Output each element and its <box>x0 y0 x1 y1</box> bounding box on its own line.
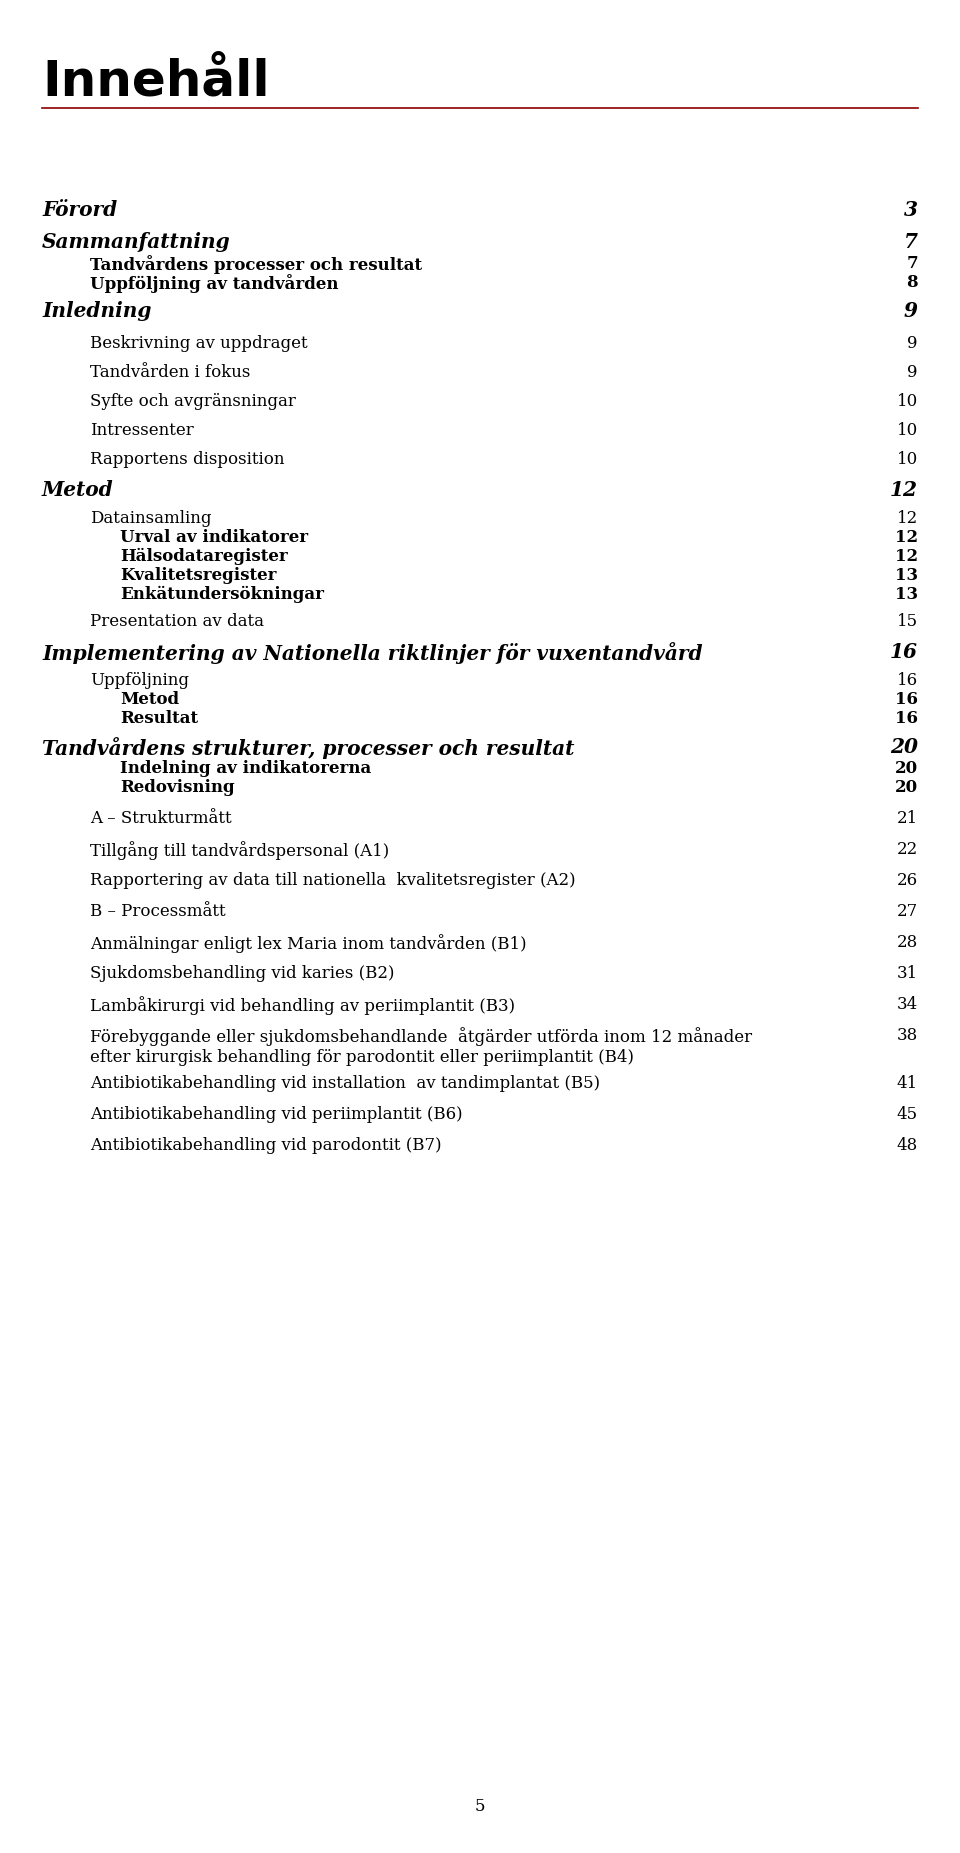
Text: 9: 9 <box>907 335 918 352</box>
Text: 12: 12 <box>890 480 918 500</box>
Text: 20: 20 <box>895 760 918 776</box>
Text: 20: 20 <box>890 737 918 758</box>
Text: Redovisning: Redovisning <box>120 778 234 797</box>
Text: 16: 16 <box>895 710 918 726</box>
Text: Intressenter: Intressenter <box>90 422 194 439</box>
Text: 5: 5 <box>475 1797 485 1814</box>
Text: Implementering av Nationella riktlinjer för vuxentandvård: Implementering av Nationella riktlinjer … <box>42 641 703 663</box>
Text: 22: 22 <box>897 841 918 858</box>
Text: Förord: Förord <box>42 200 117 221</box>
Text: Uppföljning: Uppföljning <box>90 673 189 689</box>
Text: 45: 45 <box>897 1106 918 1123</box>
Text: 38: 38 <box>897 1027 918 1043</box>
Text: Resultat: Resultat <box>120 710 198 726</box>
Text: Tandvårdens strukturer, processer och resultat: Tandvårdens strukturer, processer och re… <box>42 737 574 760</box>
Text: 20: 20 <box>895 778 918 797</box>
Text: Tandvårdens processer och resultat: Tandvårdens processer och resultat <box>90 256 422 274</box>
Text: Sjukdomsbehandling vid karies (B2): Sjukdomsbehandling vid karies (B2) <box>90 965 395 982</box>
Text: Enkätundersökningar: Enkätundersökningar <box>120 586 324 604</box>
Text: 10: 10 <box>897 422 918 439</box>
Text: 48: 48 <box>897 1138 918 1154</box>
Text: A – Strukturmått: A – Strukturmått <box>90 810 231 826</box>
Text: 9: 9 <box>904 300 918 321</box>
Text: 41: 41 <box>897 1075 918 1091</box>
Text: Tandvården i fokus: Tandvården i fokus <box>90 363 251 382</box>
Text: Innehåll: Innehåll <box>42 57 270 106</box>
Text: 7: 7 <box>904 232 918 252</box>
Text: 13: 13 <box>895 586 918 602</box>
Text: Beskrivning av uppdraget: Beskrivning av uppdraget <box>90 335 307 352</box>
Text: 16: 16 <box>897 673 918 689</box>
Text: 16: 16 <box>890 641 918 662</box>
Text: Antibiotikabehandling vid installation  av tandimplantat (B5): Antibiotikabehandling vid installation a… <box>90 1075 600 1091</box>
Text: 9: 9 <box>907 363 918 382</box>
Text: 13: 13 <box>895 567 918 584</box>
Text: Uppföljning av tandvården: Uppföljning av tandvården <box>90 274 339 293</box>
Text: 7: 7 <box>906 256 918 272</box>
Text: Metod: Metod <box>120 691 180 708</box>
Text: 12: 12 <box>897 510 918 526</box>
Text: Lambåkirurgi vid behandling av periimplantit (B3): Lambåkirurgi vid behandling av periimpla… <box>90 997 516 1015</box>
Text: 16: 16 <box>895 691 918 708</box>
Text: 12: 12 <box>895 548 918 565</box>
Text: 10: 10 <box>897 450 918 469</box>
Text: Presentation av data: Presentation av data <box>90 613 264 630</box>
Text: 12: 12 <box>895 528 918 547</box>
Text: 28: 28 <box>897 934 918 951</box>
Text: Rapportens disposition: Rapportens disposition <box>90 450 284 469</box>
Text: Antibiotikabehandling vid periimplantit (B6): Antibiotikabehandling vid periimplantit … <box>90 1106 463 1123</box>
Text: Tillgång till tandvårdspersonal (A1): Tillgång till tandvårdspersonal (A1) <box>90 841 389 860</box>
Text: 3: 3 <box>904 200 918 221</box>
Text: B – Processmått: B – Processmått <box>90 902 226 919</box>
Text: Syfte och avgränsningar: Syfte och avgränsningar <box>90 393 296 410</box>
Text: Datainsamling: Datainsamling <box>90 510 211 526</box>
Text: 26: 26 <box>897 873 918 889</box>
Text: Antibiotikabehandling vid parodontit (B7): Antibiotikabehandling vid parodontit (B7… <box>90 1138 442 1154</box>
Text: Inledning: Inledning <box>42 300 152 321</box>
Text: Rapportering av data till nationella  kvalitetsregister (A2): Rapportering av data till nationella kva… <box>90 873 576 889</box>
Text: Hälsodataregister: Hälsodataregister <box>120 548 288 565</box>
Text: 21: 21 <box>897 810 918 826</box>
Text: Indelning av indikatorerna: Indelning av indikatorerna <box>120 760 372 776</box>
Text: Metod: Metod <box>42 480 113 500</box>
Text: 8: 8 <box>906 274 918 291</box>
Text: 10: 10 <box>897 393 918 410</box>
Text: 34: 34 <box>897 997 918 1014</box>
Text: 31: 31 <box>897 965 918 982</box>
Text: Förebyggande eller sjukdomsbehandlande  åtgärder utförda inom 12 månader
efter k: Förebyggande eller sjukdomsbehandlande å… <box>90 1027 752 1065</box>
Text: 27: 27 <box>897 902 918 919</box>
Text: Kvalitetsregister: Kvalitetsregister <box>120 567 276 584</box>
Text: Urval av indikatorer: Urval av indikatorer <box>120 528 308 547</box>
Text: Sammanfattning: Sammanfattning <box>42 232 230 252</box>
Text: Anmälningar enligt lex Maria inom tandvården (B1): Anmälningar enligt lex Maria inom tandvå… <box>90 934 527 952</box>
Text: 15: 15 <box>897 613 918 630</box>
